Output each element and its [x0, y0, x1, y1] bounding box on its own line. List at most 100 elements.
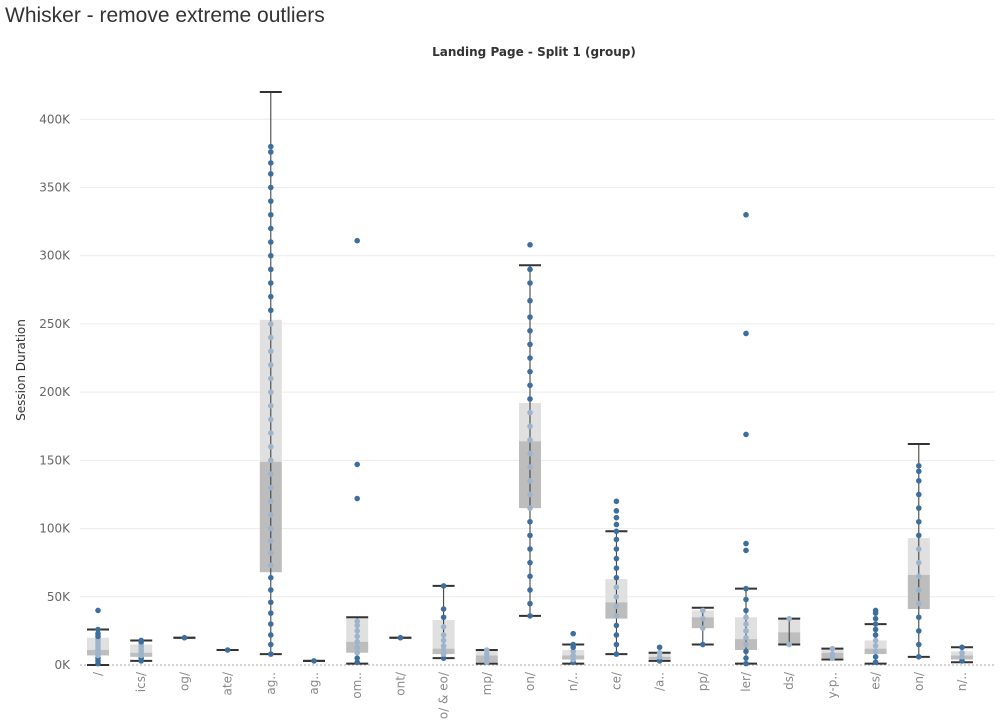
data-point	[916, 600, 922, 607]
category-label: ds/	[782, 671, 796, 690]
data-point	[268, 484, 274, 491]
y-tick-label: 100K	[39, 522, 71, 536]
data-point	[613, 613, 620, 619]
data-point	[527, 518, 533, 525]
data-point	[440, 632, 447, 638]
data-point	[440, 647, 447, 653]
data-point	[527, 355, 533, 361]
data-point	[440, 643, 447, 649]
data-point	[268, 471, 274, 477]
data-point	[527, 587, 533, 593]
data-point	[268, 252, 274, 259]
box-group	[216, 647, 239, 653]
box-group	[173, 634, 196, 641]
data-point	[613, 641, 620, 648]
data-point	[95, 607, 101, 614]
chart-header: Landing Page - Split 1 (group)	[432, 45, 636, 59]
data-point	[268, 443, 274, 450]
data-point	[268, 225, 274, 232]
category-label: n/..	[566, 672, 580, 691]
data-point	[743, 614, 749, 621]
category-label: ics/	[134, 671, 148, 692]
data-point	[268, 198, 274, 204]
data-point	[527, 314, 533, 320]
data-point	[916, 587, 922, 593]
data-point	[916, 628, 922, 634]
data-point	[484, 655, 490, 661]
category-label: n/..	[955, 672, 969, 691]
data-point	[872, 626, 879, 633]
data-point	[916, 468, 922, 475]
y-axis-ticks: 0K 50K 100K 150K 200K 250K 300K 350K 400K	[39, 112, 71, 672]
data-point	[268, 562, 274, 569]
data-point	[268, 525, 274, 532]
data-point	[700, 641, 706, 648]
data-point	[440, 651, 447, 657]
data-point	[440, 606, 447, 612]
y-tick-label: 300K	[39, 249, 71, 263]
data-point	[527, 382, 533, 389]
data-point	[786, 615, 792, 622]
data-point	[268, 599, 274, 606]
data-point	[916, 559, 922, 566]
y-axis-label: Session Duration	[14, 319, 28, 421]
data-point	[743, 607, 749, 614]
box-group	[648, 644, 671, 664]
category-label: og/	[177, 671, 191, 691]
data-point	[527, 450, 533, 457]
data-point	[872, 643, 879, 649]
data-point	[268, 651, 274, 657]
data-point	[613, 574, 620, 581]
data-point	[656, 658, 663, 664]
category-label: om..	[350, 672, 364, 699]
box-layer	[87, 91, 973, 667]
data-point	[872, 654, 879, 660]
data-point	[743, 540, 749, 547]
data-point	[527, 327, 533, 334]
data-point	[613, 632, 620, 638]
data-point	[613, 508, 620, 514]
data-point	[268, 457, 274, 464]
box-group	[519, 242, 541, 619]
box-group	[951, 644, 973, 664]
data-point	[268, 498, 274, 505]
data-point	[916, 518, 922, 525]
data-point	[354, 649, 361, 656]
data-point	[743, 547, 749, 554]
data-point	[268, 160, 274, 166]
data-point	[613, 622, 620, 629]
category-label: pp/	[696, 671, 710, 691]
data-point	[743, 634, 749, 641]
data-point	[354, 655, 361, 661]
data-point	[872, 615, 879, 622]
data-point	[268, 574, 274, 581]
data-point	[268, 416, 274, 423]
data-point	[613, 651, 620, 657]
category-label: y-p..	[825, 672, 839, 698]
data-point	[570, 641, 576, 648]
data-point	[700, 615, 706, 622]
box-group	[259, 91, 282, 657]
box-group	[87, 607, 109, 667]
data-point	[354, 633, 361, 640]
data-point	[484, 659, 490, 666]
data-point	[959, 649, 965, 656]
data-point	[916, 573, 922, 580]
data-point	[613, 514, 620, 521]
data-point	[872, 659, 879, 666]
grid-layer	[80, 118, 995, 666]
data-point	[354, 644, 361, 651]
data-point	[354, 237, 361, 244]
box-group	[907, 442, 930, 660]
y-tick-label: 200K	[39, 385, 71, 399]
data-point	[440, 583, 447, 589]
data-point	[224, 647, 231, 653]
data-point	[916, 546, 922, 552]
data-point	[743, 655, 749, 661]
data-point	[268, 149, 274, 155]
data-point	[268, 632, 274, 638]
data-point	[916, 532, 922, 539]
data-point	[268, 171, 274, 177]
data-point	[527, 573, 533, 580]
data-point	[959, 644, 965, 651]
